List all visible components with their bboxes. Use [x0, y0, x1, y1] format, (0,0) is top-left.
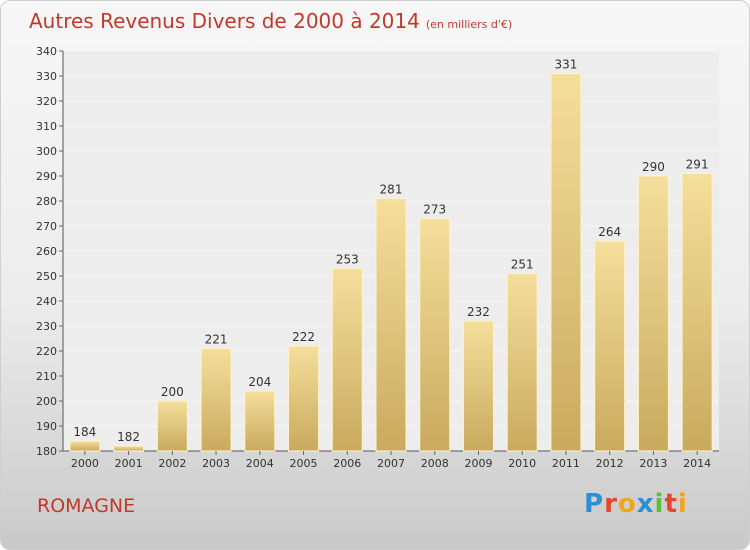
x-tick-label-2014: 2014	[683, 457, 711, 470]
value-label-2010: 251	[511, 258, 534, 272]
chart-title: Autres Revenus Divers de 2000 à 2014 (en …	[29, 9, 512, 33]
y-tick-label: 210	[36, 370, 57, 383]
y-tick-label: 180	[36, 445, 57, 458]
bar-2006	[331, 268, 363, 452]
value-label-2001: 182	[117, 430, 140, 444]
bar-2001	[113, 445, 145, 452]
bar-2000	[69, 440, 101, 452]
bar-2008	[419, 218, 451, 452]
y-tick-label: 280	[36, 195, 57, 208]
bar-2012	[594, 240, 626, 452]
chart-title-text: Autres Revenus Divers de 2000 à 2014	[29, 9, 420, 33]
bar-2009	[462, 320, 494, 452]
x-tick-label-2002: 2002	[158, 457, 186, 470]
value-label-2007: 281	[380, 183, 403, 197]
y-tick-label: 250	[36, 270, 57, 283]
city-name: ROMAGNE	[37, 495, 136, 517]
y-tick-label: 300	[36, 145, 57, 158]
logo-letter: t	[664, 489, 678, 519]
bar-2011	[550, 73, 582, 452]
value-label-2006: 253	[336, 253, 359, 267]
y-tick-label: 330	[36, 70, 57, 83]
x-tick-label-2009: 2009	[464, 457, 492, 470]
value-label-2011: 331	[554, 58, 577, 72]
value-label-2002: 200	[161, 385, 184, 399]
x-tick-label-2003: 2003	[202, 457, 230, 470]
bar-2002	[156, 400, 188, 452]
logo-letter: r	[604, 489, 618, 519]
proxiti-logo: Proxiti	[584, 489, 688, 519]
x-tick-label-2013: 2013	[639, 457, 667, 470]
y-tick-label: 260	[36, 245, 57, 258]
x-tick-label-2010: 2010	[508, 457, 536, 470]
y-tick-label: 340	[36, 45, 57, 58]
x-tick-label-2006: 2006	[333, 457, 361, 470]
x-tick-label-2007: 2007	[377, 457, 405, 470]
bar-2014	[681, 173, 713, 452]
bar-2004	[244, 390, 276, 452]
y-tick-label: 240	[36, 295, 57, 308]
y-tick-label: 190	[36, 420, 57, 433]
logo-letter: o	[617, 489, 637, 519]
value-label-2003: 221	[205, 333, 228, 347]
x-tick-label-2012: 2012	[596, 457, 624, 470]
logo-letter: x	[636, 489, 655, 519]
x-tick-label-2000: 2000	[71, 457, 99, 470]
value-label-2013: 290	[642, 160, 665, 174]
logo-letter: i	[677, 489, 688, 519]
bar-2013	[637, 175, 669, 452]
value-label-2004: 204	[248, 375, 271, 389]
value-label-2005: 222	[292, 330, 315, 344]
bar-2010	[506, 273, 538, 452]
bar-2007	[375, 198, 407, 452]
x-tick-label-2008: 2008	[421, 457, 449, 470]
x-tick-label-2001: 2001	[115, 457, 143, 470]
y-tick-label: 310	[36, 120, 57, 133]
x-tick-label-2004: 2004	[246, 457, 274, 470]
bar-2005	[288, 345, 320, 452]
x-tick-label-2011: 2011	[552, 457, 580, 470]
value-label-2008: 273	[423, 203, 446, 217]
y-tick-label: 220	[36, 345, 57, 358]
value-label-2012: 264	[598, 225, 621, 239]
y-tick-label: 270	[36, 220, 57, 233]
y-tick-label: 200	[36, 395, 57, 408]
logo-letter: P	[584, 489, 605, 519]
value-label-2009: 232	[467, 305, 490, 319]
y-tick-label: 320	[36, 95, 57, 108]
value-label-2014: 291	[686, 158, 709, 172]
logo-letter: i	[654, 489, 665, 519]
y-tick-label: 290	[36, 170, 57, 183]
x-tick-label-2005: 2005	[290, 457, 318, 470]
value-label-2000: 184	[73, 425, 96, 439]
bar-2003	[200, 348, 232, 452]
chart-subtitle: (en milliers d'€)	[425, 18, 513, 31]
y-tick-label: 230	[36, 320, 57, 333]
